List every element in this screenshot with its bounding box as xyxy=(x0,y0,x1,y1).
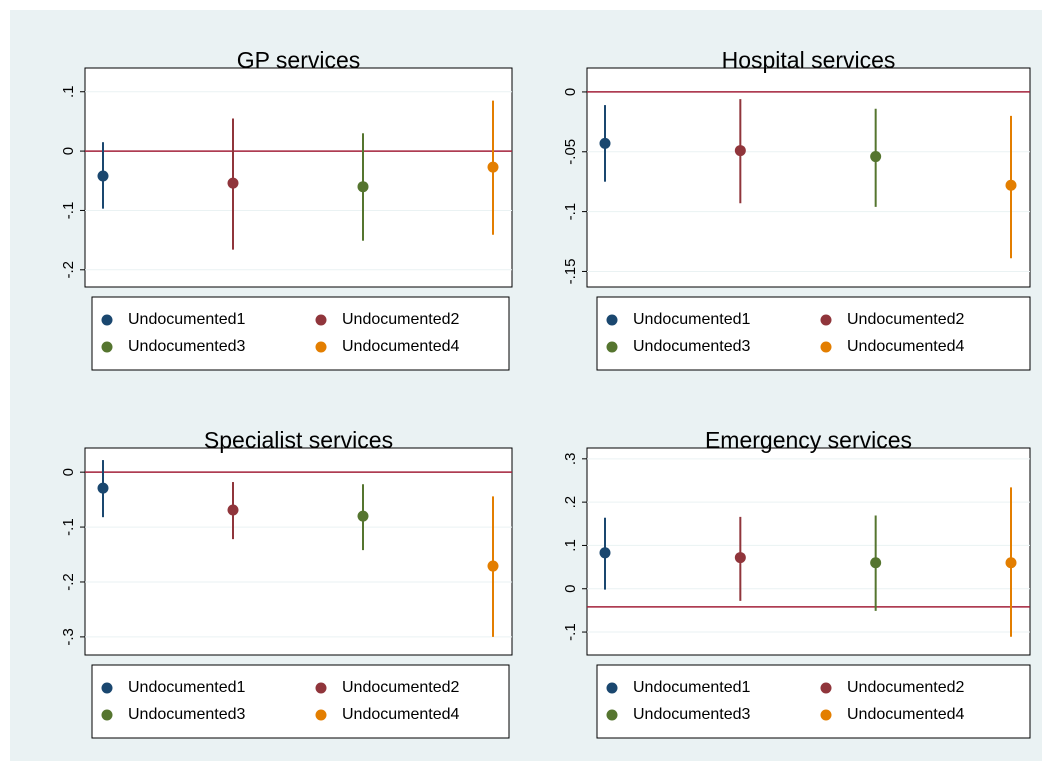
legend-marker xyxy=(606,682,618,694)
y-tick-label: .3 xyxy=(562,453,579,466)
legend-label: Undocumented2 xyxy=(847,311,965,328)
legend-marker xyxy=(606,314,618,326)
legend-label: Undocumented4 xyxy=(847,706,965,723)
legend-label: Undocumented2 xyxy=(847,679,965,696)
legend-marker xyxy=(101,682,113,694)
legend-marker xyxy=(101,314,113,326)
legend-marker xyxy=(820,709,832,721)
legend-label: Undocumented2 xyxy=(342,679,460,696)
legend-marker xyxy=(315,682,327,694)
point xyxy=(870,557,882,569)
legend-marker xyxy=(315,709,327,721)
point xyxy=(97,170,109,182)
y-tick-label: -.15 xyxy=(562,259,579,285)
point xyxy=(97,482,109,494)
legend-label: Undocumented1 xyxy=(128,679,246,696)
point xyxy=(870,151,882,163)
y-tick-label: -.1 xyxy=(562,203,579,221)
legend-label: Undocumented3 xyxy=(633,338,751,355)
point xyxy=(599,137,611,149)
y-tick-label: 0 xyxy=(60,147,77,155)
legend-label: Undocumented1 xyxy=(633,311,751,328)
panel-title: Hospital services xyxy=(722,47,896,73)
point xyxy=(227,504,239,516)
point xyxy=(357,510,369,522)
point xyxy=(734,552,746,564)
legend-label: Undocumented1 xyxy=(633,679,751,696)
point xyxy=(1005,557,1017,569)
legend-label: Undocumented3 xyxy=(633,706,751,723)
y-tick-label: 0 xyxy=(562,88,579,96)
legend-box xyxy=(91,296,510,371)
legend-marker xyxy=(101,709,113,721)
legend-label: Undocumented4 xyxy=(342,706,460,723)
legend-label: Undocumented1 xyxy=(128,311,246,328)
legend-marker xyxy=(315,314,327,326)
legend-box xyxy=(596,296,1031,371)
y-tick-label: -.3 xyxy=(60,628,77,646)
y-tick-label: .1 xyxy=(562,539,579,552)
y-tick-label: -.05 xyxy=(562,139,579,165)
plot-area xyxy=(586,447,1031,656)
legend-box xyxy=(596,664,1031,739)
legend-marker xyxy=(606,341,618,353)
point xyxy=(599,547,611,559)
point xyxy=(734,145,746,157)
y-tick-label: -.2 xyxy=(60,261,77,279)
legend-marker xyxy=(820,682,832,694)
panel-title: Specialist services xyxy=(204,427,393,453)
y-tick-label: .1 xyxy=(60,85,77,98)
legend-label: Undocumented3 xyxy=(128,706,246,723)
legend-marker xyxy=(606,709,618,721)
point xyxy=(1005,179,1017,191)
point xyxy=(227,177,239,189)
y-tick-label: -.1 xyxy=(562,623,579,641)
legend-label: Undocumented3 xyxy=(128,338,246,355)
point xyxy=(357,181,369,193)
legend-label: Undocumented4 xyxy=(847,338,965,355)
legend-label: Undocumented2 xyxy=(342,311,460,328)
legend-marker xyxy=(820,314,832,326)
panel-title: Emergency services xyxy=(705,427,912,453)
plot-area xyxy=(84,67,513,288)
plot-area xyxy=(586,67,1031,288)
y-tick-label: -.1 xyxy=(60,518,77,536)
y-tick-label: 0 xyxy=(60,468,77,476)
y-tick-label: 0 xyxy=(562,585,579,593)
legend-marker xyxy=(820,341,832,353)
y-tick-label: -.1 xyxy=(60,202,77,220)
y-tick-label: -.2 xyxy=(60,573,77,591)
plot-area xyxy=(84,447,513,656)
point xyxy=(487,161,499,173)
y-tick-label: .2 xyxy=(562,496,579,509)
point xyxy=(487,560,499,572)
panel-title: GP services xyxy=(237,47,361,73)
legend-label: Undocumented4 xyxy=(342,338,460,355)
legend-box xyxy=(91,664,510,739)
legend-marker xyxy=(101,341,113,353)
legend-marker xyxy=(315,341,327,353)
